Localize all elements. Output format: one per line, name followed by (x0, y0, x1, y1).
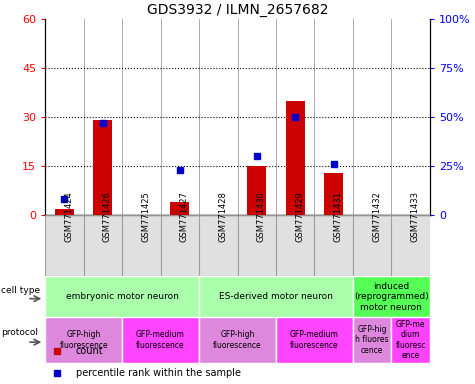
Bar (285, 101, 305, 215)
Bar (45, 276, 199, 317)
Text: cell type: cell type (1, 286, 40, 295)
Bar (45, 215, 84, 276)
Bar (170, 202, 190, 215)
Text: induced
(reprogrammed)
motor neuron: induced (reprogrammed) motor neuron (354, 282, 429, 311)
Text: GFP-medium
fluorescence: GFP-medium fluorescence (290, 330, 339, 349)
Text: GFP-medium
fluorescence: GFP-medium fluorescence (136, 330, 185, 349)
Text: count: count (76, 346, 104, 356)
Bar (55, 209, 74, 215)
Bar (353, 317, 391, 363)
Bar (353, 215, 391, 276)
Text: GFP-me
dium
fluoresc
ence: GFP-me dium fluoresc ence (396, 320, 426, 360)
Bar (199, 317, 276, 363)
Bar (84, 215, 122, 276)
Bar (324, 173, 343, 215)
Bar (45, 317, 122, 363)
Text: GFP-high
fluorescence: GFP-high fluorescence (59, 330, 108, 349)
Bar (238, 215, 276, 276)
Text: GSM771433: GSM771433 (410, 191, 419, 242)
Text: GSM771424: GSM771424 (64, 191, 73, 242)
Text: GSM771428: GSM771428 (218, 191, 227, 242)
Text: GFP-high
fluorescence: GFP-high fluorescence (213, 330, 262, 349)
Text: GSM771430: GSM771430 (256, 191, 266, 242)
Text: GSM771427: GSM771427 (180, 191, 189, 242)
Text: GFP-hig
h fluores
cence: GFP-hig h fluores cence (355, 325, 389, 355)
Bar (391, 317, 430, 363)
Title: GDS3932 / ILMN_2657682: GDS3932 / ILMN_2657682 (147, 3, 328, 17)
Text: percentile rank within the sample: percentile rank within the sample (76, 368, 241, 378)
Bar (276, 317, 353, 363)
Bar (314, 215, 353, 276)
Text: GSM771432: GSM771432 (372, 191, 381, 242)
Bar (122, 317, 199, 363)
Bar (161, 215, 199, 276)
Text: GSM771425: GSM771425 (142, 191, 150, 242)
Bar (353, 276, 430, 317)
Bar (247, 166, 266, 215)
Bar (93, 121, 113, 215)
Text: protocol: protocol (1, 328, 38, 338)
Bar (122, 215, 161, 276)
Bar (391, 215, 430, 276)
Bar (276, 215, 314, 276)
Bar (199, 215, 238, 276)
Text: embryonic motor neuron: embryonic motor neuron (66, 292, 179, 301)
Text: ES-derived motor neuron: ES-derived motor neuron (219, 292, 333, 301)
Text: GSM771431: GSM771431 (333, 191, 342, 242)
Text: GSM771426: GSM771426 (103, 191, 112, 242)
Text: GSM771429: GSM771429 (295, 191, 304, 242)
Bar (199, 276, 353, 317)
